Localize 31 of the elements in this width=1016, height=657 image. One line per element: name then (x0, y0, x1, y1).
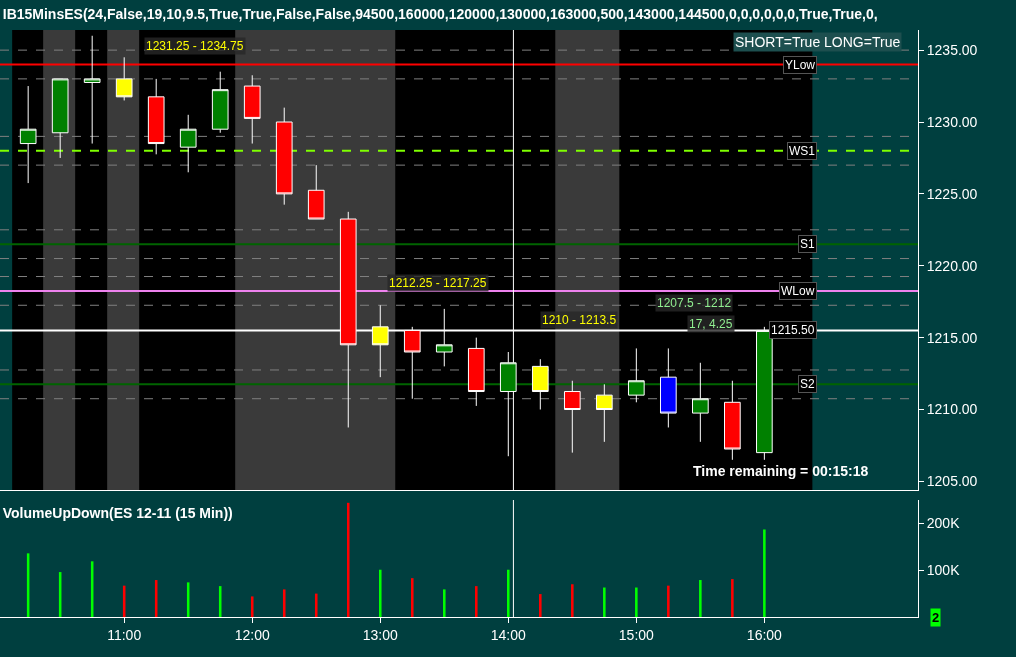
ref-line-label: 1215.50 (771, 323, 815, 337)
annotation: 1231.25 - 1234.75 (146, 39, 244, 53)
x-tick-label: 15:00 (618, 626, 655, 643)
text: 2 (932, 610, 940, 625)
ref-line-label: WS1 (789, 144, 816, 158)
x-tick-label: 14:00 (490, 626, 527, 643)
y-tick-label: 1235.00 (926, 42, 978, 59)
annotation: SHORT=True LONG=True (735, 34, 901, 50)
ref-line-label: S1 (800, 237, 815, 251)
y-tick-label: 200K (926, 515, 961, 532)
y-tick-label: 1210.00 (926, 401, 978, 418)
y-tick-label: 1220.00 (926, 257, 978, 274)
annotation: 1210 - 1213.5 (542, 313, 617, 327)
x-tick-label: 11:00 (107, 626, 142, 643)
y-tick-label: 100K (926, 562, 961, 579)
ref-line-label: WLow (781, 284, 815, 298)
ref-line-label: S2 (800, 377, 815, 391)
x-tick-label: 12:00 (234, 626, 270, 643)
annotation: 1207.5 - 1212 (657, 296, 732, 310)
y-tick-label: 1225.00 (926, 185, 978, 202)
y-tick-label: 1230.00 (926, 113, 978, 130)
x-tick-label: 13:00 (362, 626, 398, 643)
y-tick-label: 1205.00 (926, 473, 978, 490)
annotation: Time remaining = 00:15:18 (693, 463, 869, 479)
x-tick-label: 16:00 (746, 626, 783, 643)
y-tick-label: 1215.00 (926, 329, 978, 346)
chart-title: VolumeUpDown(ES 12-11 (15 Min)) (2, 504, 233, 521)
ref-line-label: YLow (785, 58, 816, 72)
chart-title: IB15MinsES(24,False,19,10,9.5,True,True,False,False,94500,160000,120000,130000,163000,500,143000,144500,0,0,0,0,0,0,True,True,0, (2, 5, 878, 22)
annotation: 17, 4.25 (689, 317, 733, 331)
annotation: 1212.25 - 1217.25 (389, 276, 487, 290)
